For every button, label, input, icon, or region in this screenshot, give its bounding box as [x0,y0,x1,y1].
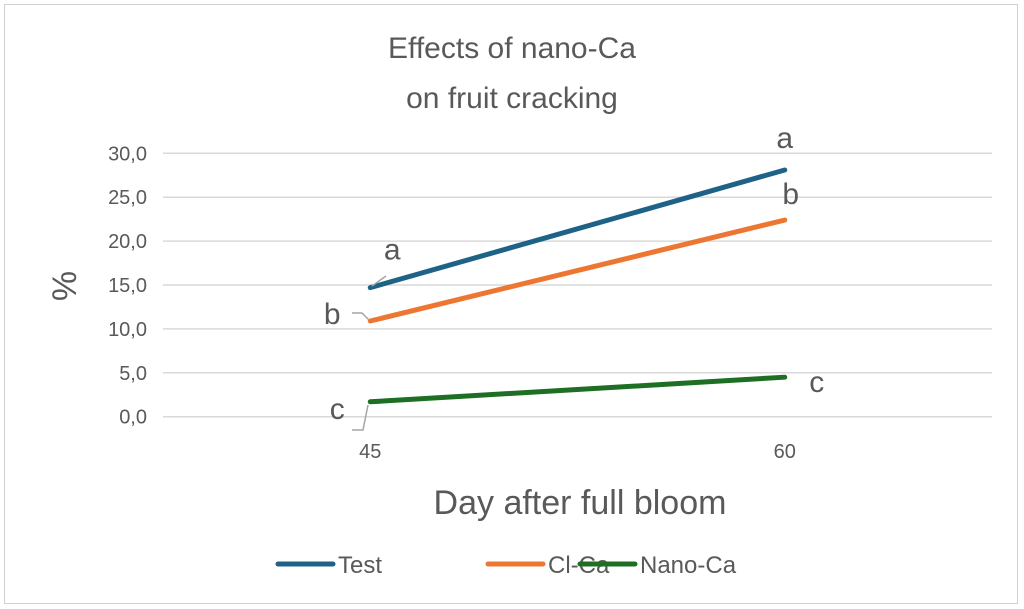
x-tick-label: 45 [359,441,381,463]
x-tick-label: 60 [774,441,796,463]
y-tick-label: 30,0 [108,143,147,165]
y-axis-label: % [46,271,84,301]
y-tick-label: 15,0 [108,275,147,297]
data-label: c [330,393,345,426]
series-line-test [367,167,788,291]
y-tick-label: 10,0 [108,319,147,341]
series-line-cl-ca [367,217,788,324]
legend-label: Test [338,552,382,579]
legend-label: Nano-Ca [640,552,737,579]
chart-frame [4,4,1018,604]
label-leader-line [352,404,369,431]
chart-title-line-2: on fruit cracking [406,82,618,115]
x-axis-label: Day after full bloom [434,484,727,522]
data-label: b [782,178,799,211]
data-label: a [384,234,401,267]
data-label: c [809,366,824,399]
y-tick-label: 25,0 [108,187,147,209]
chart-title-line-1: Effects of nano-Ca [388,32,636,65]
data-label: b [324,298,341,331]
series-line-nano-ca [367,374,788,405]
label-leader-line [371,275,387,287]
y-tick-label: 5,0 [119,363,147,385]
data-label: a [776,122,793,155]
label-leader-line [352,312,370,321]
y-tick-label: 20,0 [108,231,147,253]
y-tick-label: 0,0 [119,407,147,429]
